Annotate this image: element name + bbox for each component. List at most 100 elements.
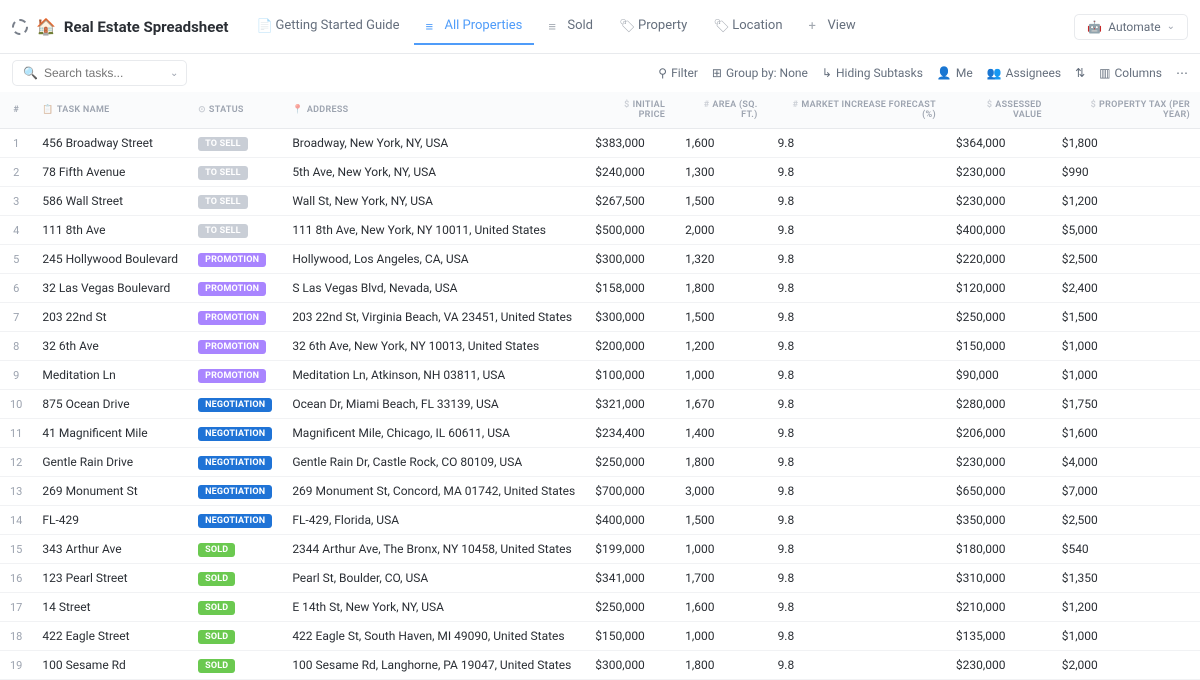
status-cell[interactable]: PROMOTION [188,274,282,303]
task-name[interactable]: 111 8th Ave [32,216,188,245]
status-cell[interactable]: TO SELL [188,187,282,216]
tax-cell: $1,200 [1052,187,1200,216]
me-button[interactable]: 👤Me [937,66,973,80]
col-header[interactable]: #MARKET INCREASE FORECAST (%) [768,92,946,129]
task-name[interactable]: 100 Sesame Rd [32,651,188,680]
table-row[interactable]: 18422 Eagle StreetSOLD422 Eagle St, Sout… [0,622,1200,651]
status-cell[interactable]: NEGOTIATION [188,419,282,448]
task-name[interactable]: 78 Fifth Avenue [32,158,188,187]
col-header[interactable]: # [0,92,32,129]
tab-getting-started-guide[interactable]: 📄Getting Started Guide [245,8,412,45]
price-cell: $400,000 [585,506,675,535]
status-cell[interactable]: SOLD [188,651,282,680]
status-cell[interactable]: NEGOTIATION [188,390,282,419]
col-header[interactable]: 📍ADDRESS [282,92,585,129]
area-cell: 1,400 [675,419,767,448]
table-row[interactable]: 3586 Wall StreetTO SELLWall St, New York… [0,187,1200,216]
status-badge: PROMOTION [198,253,266,267]
col-header[interactable]: #AREA (SQ. FT.) [675,92,767,129]
task-name[interactable]: 269 Monument St [32,477,188,506]
task-name[interactable]: 586 Wall Street [32,187,188,216]
status-cell[interactable]: SOLD [188,593,282,622]
subtasks-button[interactable]: ↳Hiding Subtasks [822,66,923,80]
status-cell[interactable]: PROMOTION [188,361,282,390]
columns-button[interactable]: ▥Columns [1099,66,1162,80]
status-cell[interactable]: PROMOTION [188,245,282,274]
address-cell: Pearl St, Boulder, CO, USA [282,564,585,593]
price-cell: $341,000 [585,564,675,593]
chevron-down-icon: ⌄ [1167,21,1175,32]
status-cell[interactable]: PROMOTION [188,332,282,361]
price-cell: $150,000 [585,622,675,651]
col-header[interactable]: $INITIAL PRICE [585,92,675,129]
tab-location[interactable]: 🏷Location [701,8,794,45]
task-name[interactable]: 14 Street [32,593,188,622]
status-cell[interactable]: TO SELL [188,129,282,158]
status-badge: TO SELL [198,166,248,180]
group-button[interactable]: ⊞Group by: None [712,66,808,80]
price-cell: $158,000 [585,274,675,303]
automate-button[interactable]: 🤖 Automate ⌄ [1074,14,1188,40]
table-row[interactable]: 1141 Magnificent MileNEGOTIATIONMagnific… [0,419,1200,448]
table-row[interactable]: 10875 Ocean DriveNEGOTIATIONOcean Dr, Mi… [0,390,1200,419]
status-cell[interactable]: NEGOTIATION [188,506,282,535]
table-row[interactable]: 4111 8th AveTO SELL111 8th Ave, New York… [0,216,1200,245]
status-cell[interactable]: PROMOTION [188,303,282,332]
table-row[interactable]: 9Meditation LnPROMOTIONMeditation Ln, At… [0,361,1200,390]
assignees-button[interactable]: 👥Assignees [987,66,1061,80]
table-row[interactable]: 632 Las Vegas BoulevardPROMOTIONS Las Ve… [0,274,1200,303]
search-box[interactable]: 🔍 ⌄ [12,60,187,86]
table-row[interactable]: 14FL-429NEGOTIATIONFL-429, Florida, USA$… [0,506,1200,535]
status-cell[interactable]: SOLD [188,564,282,593]
table-row[interactable]: 832 6th AvePROMOTION32 6th Ave, New York… [0,332,1200,361]
tab-all-properties[interactable]: ≡All Properties [414,8,535,45]
table-row[interactable]: 15343 Arthur AveSOLD2344 Arthur Ave, The… [0,535,1200,564]
task-name[interactable]: 875 Ocean Drive [32,390,188,419]
table-row[interactable]: 7203 22nd StPROMOTION203 22nd St, Virgin… [0,303,1200,332]
filter-button[interactable]: ⚲Filter [658,66,698,80]
status-cell[interactable]: SOLD [188,535,282,564]
chevron-down-icon[interactable]: ⌄ [170,68,178,79]
task-name[interactable]: 456 Broadway Street [32,129,188,158]
col-header[interactable]: $ASSESSED VALUE [946,92,1052,129]
task-name[interactable]: 41 Magnificent Mile [32,419,188,448]
task-name[interactable]: 245 Hollywood Boulevard [32,245,188,274]
sort-button[interactable]: ⇅ [1075,66,1085,80]
more-button[interactable]: ⋯ [1176,66,1188,80]
task-name[interactable]: 422 Eagle Street [32,622,188,651]
search-input[interactable] [44,66,164,80]
address-cell: Magnificent Mile, Chicago, IL 60611, USA [282,419,585,448]
task-name[interactable]: 203 22nd St [32,303,188,332]
table-row[interactable]: 16123 Pearl StreetSOLDPearl St, Boulder,… [0,564,1200,593]
task-name[interactable]: 32 Las Vegas Boulevard [32,274,188,303]
search-icon: 🔍 [23,66,38,80]
task-name[interactable]: Meditation Ln [32,361,188,390]
forecast-cell: 9.8 [768,303,946,332]
status-cell[interactable]: TO SELL [188,216,282,245]
tab-view[interactable]: +View [797,8,868,45]
table-row[interactable]: 1714 StreetSOLDE 14th St, New York, NY, … [0,593,1200,622]
table-row[interactable]: 5245 Hollywood BoulevardPROMOTIONHollywo… [0,245,1200,274]
task-name[interactable]: Gentle Rain Drive [32,448,188,477]
table-row[interactable]: 12Gentle Rain DriveNEGOTIATIONGentle Rai… [0,448,1200,477]
status-cell[interactable]: SOLD [188,622,282,651]
task-name[interactable]: FL-429 [32,506,188,535]
col-header[interactable]: 📋TASK NAME [32,92,188,129]
col-header[interactable]: ⊙STATUS [188,92,282,129]
task-name[interactable]: 32 6th Ave [32,332,188,361]
task-name[interactable]: 343 Arthur Ave [32,535,188,564]
table-row[interactable]: 13269 Monument StNEGOTIATION269 Monument… [0,477,1200,506]
status-cell[interactable]: NEGOTIATION [188,448,282,477]
status-cell[interactable]: NEGOTIATION [188,477,282,506]
table-row[interactable]: 278 Fifth AvenueTO SELL5th Ave, New York… [0,158,1200,187]
col-header[interactable]: $PROPERTY TAX (PER YEAR) [1052,92,1200,129]
status-cell[interactable]: TO SELL [188,158,282,187]
tab-property[interactable]: 🏷Property [607,8,699,45]
tab-sold[interactable]: ≡Sold [536,8,605,45]
status-badge: NEGOTIATION [198,514,272,528]
table-row[interactable]: 1456 Broadway StreetTO SELLBroadway, New… [0,129,1200,158]
row-number: 5 [0,245,32,274]
task-name[interactable]: 123 Pearl Street [32,564,188,593]
automate-label: Automate [1108,20,1160,34]
table-row[interactable]: 19100 Sesame RdSOLD100 Sesame Rd, Langho… [0,651,1200,680]
